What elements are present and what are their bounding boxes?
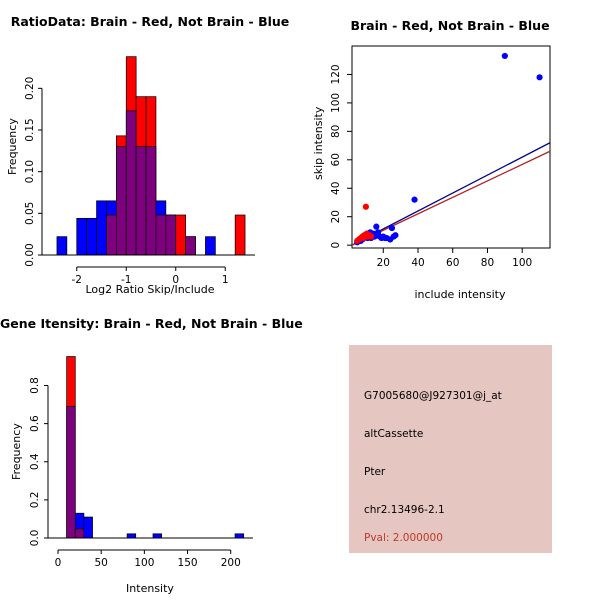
scatter-svg: 0 20 40 60 80 100 120 20 40 60 80 100 [330, 45, 551, 269]
x-tick-label: 100 [134, 557, 154, 569]
histogram-bar-overlap [145, 146, 157, 256]
scatter-point [388, 224, 396, 232]
x-tick-label: 1 [222, 274, 229, 286]
y-tick-label: 0.05 [24, 202, 36, 225]
ratio-histogram-ylabel: Frequency [6, 118, 19, 175]
histogram-bar-overlap [125, 110, 137, 256]
region-text: Pter [364, 466, 386, 478]
histogram-bar-overlap [66, 406, 76, 539]
y-tick-label: 40 [330, 182, 342, 195]
histogram-bar-overlap [106, 214, 117, 256]
histogram-bar-overlap [115, 146, 127, 256]
panel-info: G7005680@J927301@j_at altCassette Pter c… [300, 300, 600, 600]
scatter-point [536, 74, 543, 81]
ratio-y-axis [38, 87, 43, 256]
x-tick-label: 0 [55, 557, 62, 569]
gene-histogram-xlabel: Intensity [126, 582, 174, 595]
x-tick-label: 80 [481, 257, 494, 269]
x-tick-label: 20 [377, 257, 390, 269]
pval-text: Pval: 2.000000 [364, 532, 443, 544]
y-tick-label: 0.0 [29, 530, 41, 547]
histogram-bar [175, 214, 186, 256]
panel-gene-histogram: Gene Itensity: Brain - Red, Not Brain - … [0, 300, 303, 600]
ratio-bars [56, 56, 246, 256]
locus-text: chr2.13496-2.1 [364, 504, 445, 516]
histogram-bar [76, 217, 87, 256]
scatter-points [354, 52, 543, 246]
gene-id-text: G7005680@J927301@j_at [364, 390, 502, 402]
ratio-x-axis [76, 266, 226, 271]
x-tick-label: -1 [121, 274, 131, 286]
x-tick-label: 40 [411, 257, 424, 269]
histogram-bar [126, 533, 137, 539]
x-tick-label: 150 [178, 557, 198, 569]
x-tick-label: -2 [72, 274, 82, 286]
histogram-bar [83, 516, 93, 539]
x-tick-label: 60 [446, 257, 459, 269]
histogram-bar [234, 533, 245, 539]
gene-histogram-svg: 0.0 0.2 0.4 0.6 0.8 0 50 100 150 200 [29, 356, 253, 569]
ratio-histogram-xlabel: Log2 Ratio Skip/Include [85, 283, 215, 296]
scatter-point [362, 203, 369, 210]
histogram-bar [152, 533, 162, 539]
scatter-point [368, 233, 375, 240]
gene-histogram-title: Gene Itensity: Brain - Red, Not Brain - … [0, 316, 303, 331]
y-tick-label: 0.00 [24, 243, 36, 266]
regression-lines [352, 142, 550, 246]
scatter-ylabel: skip intensity [312, 106, 325, 180]
regression-line [352, 150, 550, 246]
scatter-point [373, 223, 380, 230]
gene-bars [66, 356, 245, 539]
ratio-histogram-title: RatioData: Brain - Red, Not Brain - Blue [10, 14, 290, 29]
x-tick-label: 0 [172, 274, 179, 286]
regression-line [352, 142, 550, 246]
x-tick-label: 200 [221, 557, 241, 569]
y-tick-label: 0.10 [24, 160, 36, 183]
y-tick-label: 0.2 [29, 492, 41, 509]
event-type-text: altCassette [364, 428, 424, 440]
histogram-bar-overlap [74, 528, 85, 539]
y-tick-label: 0.6 [29, 415, 41, 432]
gene-histogram-ylabel: Frequency [10, 423, 23, 480]
ratio-histogram-svg: 0.00 0.05 0.10 0.15 0.20 -2 -1 0 1 [24, 56, 255, 286]
histogram-bar [234, 214, 246, 256]
x-tick-label: 100 [512, 257, 532, 269]
y-tick-label: 20 [330, 210, 342, 223]
scatter-point [411, 196, 418, 203]
histogram-bar-overlap [185, 236, 196, 256]
scatter-point [392, 232, 399, 239]
y-tick-label: 120 [330, 64, 342, 84]
panel-ratio-histogram: RatioData: Brain - Red, Not Brain - Blue… [0, 0, 300, 300]
histogram-bar [56, 236, 68, 256]
y-tick-label: 80 [330, 125, 342, 138]
y-tick-label: 0.15 [24, 118, 36, 141]
scatter-title: Brain - Red, Not Brain - Blue [350, 18, 550, 33]
histogram-bar-overlap [155, 214, 167, 256]
histogram-bar [205, 236, 216, 256]
plot-frame [351, 45, 551, 249]
histogram-bar [86, 217, 97, 256]
histogram-bar-overlap [135, 146, 147, 256]
y-tick-label: 0.4 [29, 453, 41, 470]
gene-info-box: G7005680@J927301@j_at altCassette Pter c… [349, 345, 552, 553]
x-tick-label: 50 [94, 557, 107, 569]
panel-scatter: Brain - Red, Not Brain - Blue 0 20 40 60 80 1… [300, 0, 600, 301]
y-tick-label: 100 [330, 93, 342, 113]
y-tick-label: 0.20 [24, 77, 36, 100]
scatter-xlabel: include intensity [414, 288, 506, 301]
y-tick-label: 0.8 [29, 377, 41, 394]
y-tick-label: 60 [330, 153, 342, 166]
histogram-bar [96, 200, 107, 256]
scatter-point [501, 52, 508, 60]
histogram-bar-overlap [165, 214, 177, 256]
y-tick-label: 0 [330, 242, 342, 249]
